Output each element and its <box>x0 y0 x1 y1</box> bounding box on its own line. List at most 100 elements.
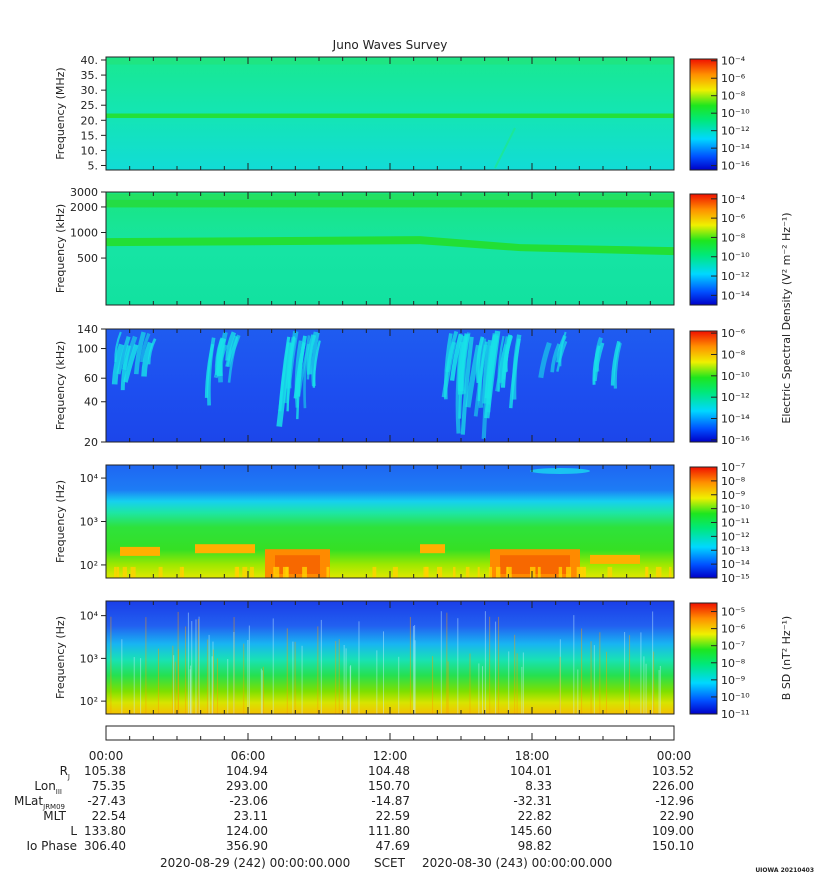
colorbar-tick-label: 10⁻⁸ <box>721 348 746 361</box>
emission-spike <box>655 566 662 578</box>
y-tick-label: 15. <box>81 129 99 142</box>
ephemeris-value: 22.54 <box>92 809 126 823</box>
y-tick-label: 5. <box>88 159 99 172</box>
colorbar-tick-label: 10⁻⁹ <box>721 489 745 502</box>
ephemeris-value: 75.35 <box>92 779 126 793</box>
emission-spike <box>529 566 536 578</box>
colorbar-tick-label: 10⁻⁵ <box>721 606 745 619</box>
colorbar-tick-label: 10⁻¹⁰ <box>721 251 750 264</box>
emission-band <box>106 113 674 119</box>
colorbar-tick-label: 10⁻¹² <box>721 270 750 283</box>
colorbar-tick-label: 10⁻¹⁶ <box>721 434 750 447</box>
colorbar-tick-label: 10⁻⁷ <box>721 640 745 653</box>
y-tick-label: 20 <box>84 436 98 449</box>
emission-spike <box>607 566 613 578</box>
emission-spike <box>537 566 541 578</box>
colorbar-tick-label: 10⁻¹⁴ <box>721 558 750 571</box>
emission-burst <box>449 333 464 381</box>
colorbar-tick-label: 10⁻¹⁰ <box>721 107 750 120</box>
ephemeris-value: 150.10 <box>652 839 694 853</box>
ephemeris-label: Io Phase <box>26 839 77 853</box>
ephemeris-value: 306.40 <box>84 839 126 853</box>
panel-3-background <box>106 329 674 442</box>
emission-spike <box>122 566 127 578</box>
x-tick-label: 18:00 <box>515 749 550 763</box>
emission-spike <box>326 566 330 578</box>
footer-end-label: 2020-08-30 (243) 00:00:00.000 <box>422 856 612 870</box>
ephemeris-value: 103.52 <box>652 764 694 778</box>
emission-burst <box>225 331 237 361</box>
emission-burst <box>556 335 567 363</box>
emission-spike <box>424 566 429 578</box>
ephemeris-value: 145.60 <box>510 824 552 838</box>
emission-burst <box>465 344 482 408</box>
emission-burst <box>216 337 227 377</box>
y-tick-label: 40. <box>81 54 99 67</box>
emission-burst <box>484 330 501 419</box>
emission-burst <box>140 332 151 363</box>
colorbar-tick-label: 10⁻¹² <box>721 125 750 138</box>
colorbar-label-magnetic: B SD (nT² Hz⁻¹) <box>780 616 793 700</box>
colorbar <box>689 602 718 715</box>
emission-burst <box>610 340 621 386</box>
colorbar-label-electric: Electric Spectral Density (V² m⁻² Hz⁻¹) <box>780 212 793 423</box>
colorbar-tick-label: 10⁻⁴ <box>721 193 746 206</box>
colorbar <box>689 330 718 443</box>
ephemeris-value: 356.90 <box>226 839 268 853</box>
y-tick-label: 10³ <box>80 516 98 529</box>
ephemeris-value: -32.31 <box>513 794 552 808</box>
emission-spike <box>250 566 254 578</box>
colorbar-tick-label: 10⁻⁹ <box>721 674 745 687</box>
ephemeris-value: 150.70 <box>368 779 410 793</box>
ephemeris-value: 133.80 <box>84 824 126 838</box>
figure-title: Juno Waves Survey <box>332 38 448 52</box>
ephemeris-label: MLT <box>43 809 66 823</box>
emission-burst <box>133 331 146 375</box>
emission-burst <box>503 335 514 373</box>
emission-spike <box>236 566 239 578</box>
y-tick-label: 10⁴ <box>80 472 99 485</box>
emission-burst <box>462 332 471 394</box>
colorbar-tick-label: 10⁻⁸ <box>721 657 746 670</box>
emission-burst <box>207 337 216 406</box>
ephemeris-value: 98.82 <box>518 839 552 853</box>
y-tick-label: 10⁴ <box>80 610 99 623</box>
colorbar-tick-label: 10⁻¹⁴ <box>721 413 750 426</box>
ephemeris-value: 23.11 <box>234 809 268 823</box>
colorbar-tick-label: 10⁻⁶ <box>721 212 746 225</box>
colorbar-tick-label: 10⁻¹⁴ <box>721 289 750 302</box>
colorbar-tick-label: 10⁻¹⁰ <box>721 370 750 383</box>
emission-block <box>420 544 445 554</box>
panel-magnetic: 10⁴ 10³ 10² Frequency (Hz) <box>54 600 675 715</box>
ephemeris-label: L <box>70 824 77 838</box>
emission-burst <box>306 331 316 380</box>
emission-spike <box>158 566 163 578</box>
emission-spike <box>392 566 398 578</box>
y-tick-label: 10² <box>80 559 98 572</box>
footer-stamp: UIOWA 20210403 <box>755 867 814 874</box>
emission-burst <box>116 336 131 375</box>
ephemeris-value: 124.00 <box>226 824 268 838</box>
ephemeris-value: 104.01 <box>510 764 552 778</box>
y-tick-label: 40 <box>84 396 98 409</box>
colorbar-tick-label: 10⁻¹⁶ <box>721 160 750 173</box>
emission-spike <box>130 566 136 578</box>
colorbar-tick-label: 10⁻¹² <box>721 530 750 543</box>
colorbar-tick-label: 10⁻¹⁰ <box>721 503 750 516</box>
colorbar-tick-label: 10⁻⁶ <box>721 327 746 340</box>
ephemeris-value: 22.59 <box>376 809 410 823</box>
emission-spike <box>285 566 289 578</box>
emission-spike <box>437 566 443 578</box>
ephemeris-value: 293.00 <box>226 779 268 793</box>
emission-spike <box>302 566 307 578</box>
emission-spike <box>372 566 377 578</box>
colorbar-tick-label: 10⁻⁸ <box>721 231 746 244</box>
emission-spike <box>496 566 501 578</box>
panel-5-background <box>106 601 674 714</box>
emission-block <box>275 555 320 574</box>
y-axis-label: Frequency (MHz) <box>54 67 67 159</box>
emission-spike <box>477 566 480 578</box>
ephemeris-value: -23.06 <box>229 794 268 808</box>
footer-scet-label: SCET <box>374 856 406 870</box>
emission-burst <box>538 341 552 379</box>
